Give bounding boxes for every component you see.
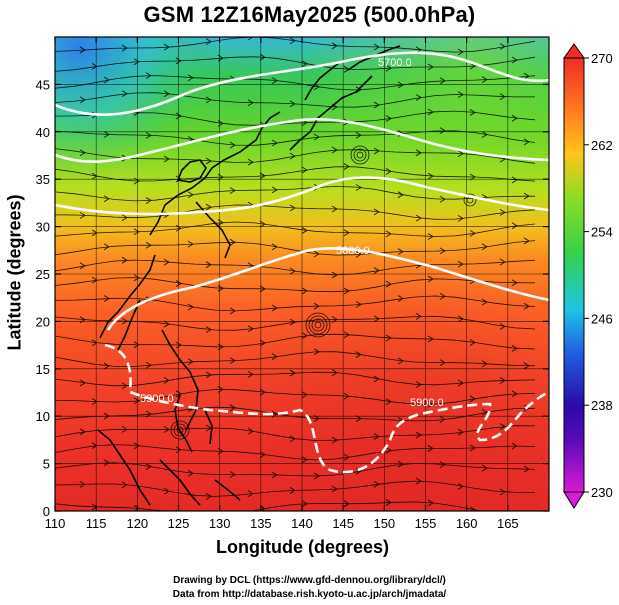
height-contours <box>55 51 549 474</box>
y-axis: 0 5 10 15 20 25 30 35 40 45 <box>36 77 549 519</box>
x-tick-label: 110 <box>45 516 66 531</box>
colorbar-tick-label: 270 <box>591 51 613 66</box>
y-tick-label: 15 <box>36 362 50 377</box>
y-tick-label: 20 <box>36 314 50 329</box>
x-tick-label: 135 <box>250 516 272 531</box>
x-tick-label: 160 <box>456 516 478 531</box>
y-tick-label: 5 <box>43 457 50 472</box>
x-tick-label: 120 <box>126 516 148 531</box>
y-tick-label: 45 <box>36 77 50 92</box>
x-tick-label: 130 <box>209 516 231 531</box>
colorbar-tick-label: 246 <box>591 311 613 326</box>
y-tick-label: 40 <box>36 125 50 140</box>
credit-drawing: Drawing by DCL (https://www.gfd-dennou.o… <box>173 575 446 586</box>
y-tick-label: 0 <box>43 504 50 519</box>
y-tick-label: 30 <box>36 220 50 235</box>
temperature-field <box>55 37 549 511</box>
x-tick-label: 145 <box>332 516 354 531</box>
y-axis-label: Latitude (degrees) <box>4 194 25 351</box>
colorbar-tick-label: 238 <box>591 398 613 413</box>
credit-data: Data from http://database.rish.kyoto-u.a… <box>172 589 447 600</box>
y-tick-label: 35 <box>36 172 50 187</box>
colorbar-tick-label: 230 <box>591 485 613 500</box>
x-axis: 110 115 120 125 130 135 140 145 150 155 160 165 <box>45 37 519 531</box>
x-tick-label: 150 <box>373 516 395 531</box>
y-tick-label: 10 <box>36 409 50 424</box>
contour-label-2: 5800.0 <box>336 245 370 257</box>
contour-label-4: 5900.0 <box>410 397 444 409</box>
x-axis-label: Longitude (degrees) <box>215 537 389 557</box>
colorbar-tick-label: 262 <box>591 138 613 153</box>
x-tick-label: 125 <box>168 516 190 531</box>
colorbar-tick-label: 254 <box>591 225 613 240</box>
colorbar: 230 238 246 254 262 270 <box>563 43 613 509</box>
x-tick-label: 140 <box>291 516 313 531</box>
y-tick-label: 25 <box>36 267 50 282</box>
x-tick-label: 155 <box>415 516 437 531</box>
contour-label-3: 5900.0 <box>140 393 174 405</box>
chart-title: GSM 12Z16May2025 (500.0hPa) <box>143 2 476 27</box>
contour-label-1: 5700.0 <box>378 57 412 69</box>
x-tick-label: 165 <box>497 516 519 531</box>
x-tick-label: 115 <box>86 516 107 531</box>
